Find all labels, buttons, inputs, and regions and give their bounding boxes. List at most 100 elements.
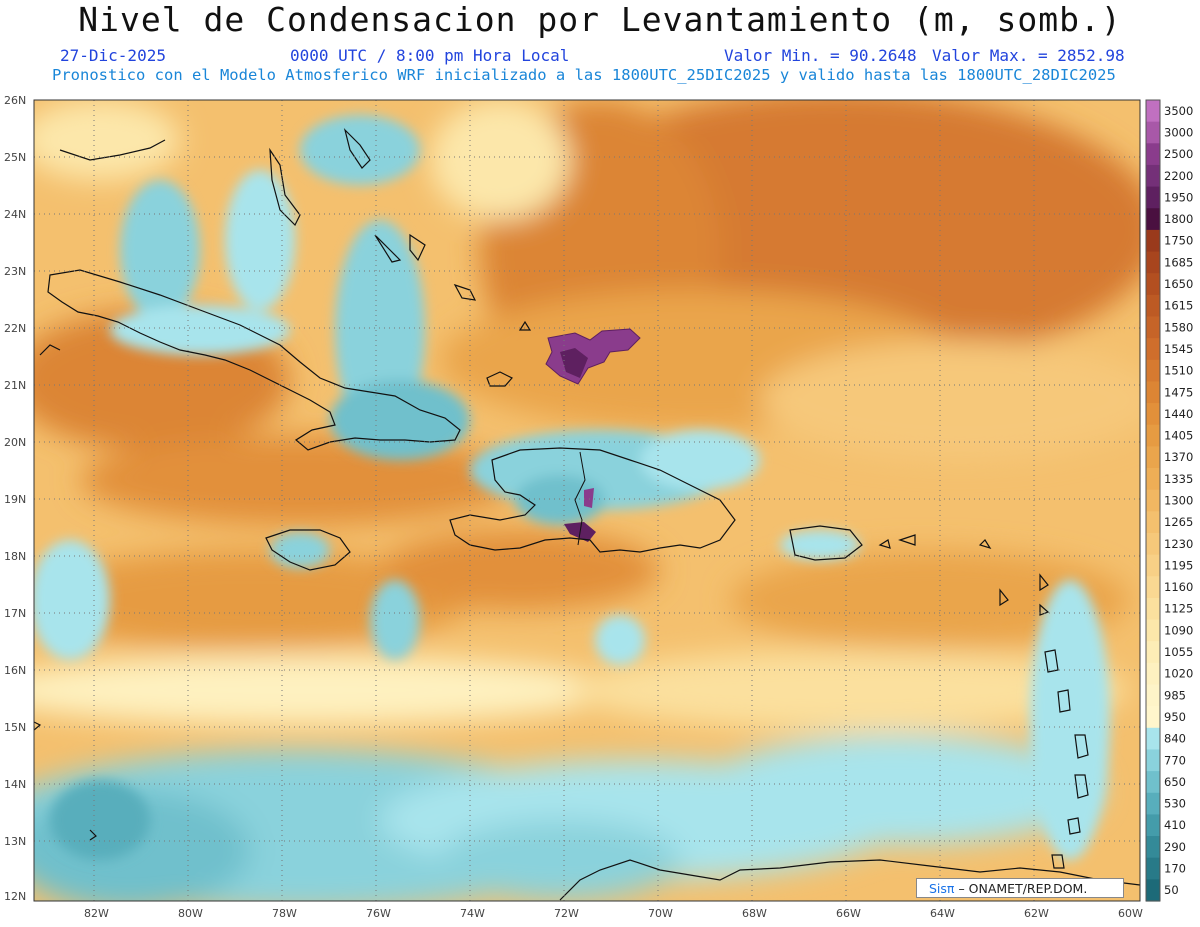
colorbar-label: 3000 xyxy=(1164,125,1193,139)
colorbar-swatch xyxy=(1146,554,1160,577)
colorbar-label: 1020 xyxy=(1164,667,1193,681)
lon-label: 82W xyxy=(84,907,109,920)
colorbar-label: 410 xyxy=(1164,818,1186,832)
colorbar-label: 1405 xyxy=(1164,429,1193,443)
colorbar-label: 1125 xyxy=(1164,602,1193,616)
colorbar-label: 1440 xyxy=(1164,407,1193,421)
colorbar-label: 1230 xyxy=(1164,537,1193,551)
colorbar-label: 1300 xyxy=(1164,494,1193,508)
colorbar-swatch xyxy=(1146,121,1160,144)
colorbar-swatch xyxy=(1146,857,1160,880)
lon-label: 68W xyxy=(742,907,767,920)
colorbar-swatch xyxy=(1146,164,1160,188)
colorbar-swatch xyxy=(1146,208,1160,231)
colorbar-swatch xyxy=(1146,771,1160,794)
lat-label: 21N xyxy=(4,379,26,392)
colorbar-swatch xyxy=(1146,597,1160,621)
colorbar-swatch xyxy=(1146,727,1160,751)
colorbar: 3500 3000 2500 2200 1950 1800 1750 1685 1650 1615… xyxy=(1145,99,1193,902)
sispi-logo: Sisπ xyxy=(929,881,955,896)
lon-label: 62W xyxy=(1024,907,1049,920)
colorbar-swatch xyxy=(1146,229,1160,253)
gridlines xyxy=(34,100,1140,901)
lat-label: 17N xyxy=(4,607,26,620)
colorbar-frame xyxy=(1145,99,1161,902)
credit-org: – ONAMET/REP.DOM. xyxy=(958,881,1088,896)
colorbar-swatch xyxy=(1146,273,1160,296)
lat-labels: 26N 25N 24N 23N 22N 21N 20N 19N 18N 17N … xyxy=(4,94,26,903)
colorbar-swatch xyxy=(1146,706,1160,729)
lon-label: 76W xyxy=(366,907,391,920)
colorbar-swatch xyxy=(1146,100,1160,123)
colorbar-label: 50 xyxy=(1164,883,1179,897)
max-value: Valor Max. = 2852.98 xyxy=(932,46,1125,65)
lat-label: 23N xyxy=(4,265,26,278)
colorbar-label: 1685 xyxy=(1164,255,1193,269)
colorbar-label: 1950 xyxy=(1164,190,1193,204)
colorbar-label: 1510 xyxy=(1164,364,1193,378)
colorbar-label: 290 xyxy=(1164,840,1186,854)
colorbar-swatch xyxy=(1146,186,1160,209)
colorbar-label: 1800 xyxy=(1164,212,1193,226)
credit-box: Sisπ – ONAMET/REP.DOM. xyxy=(916,878,1124,898)
colorbar-swatch xyxy=(1146,468,1160,491)
lat-label: 19N xyxy=(4,493,26,506)
colorbar-label: 1055 xyxy=(1164,645,1193,659)
forecast-date: 27-Dic-2025 xyxy=(60,46,166,65)
colorbar-swatch xyxy=(1146,792,1160,816)
lat-label: 18N xyxy=(4,550,26,563)
colorbar-label: 2200 xyxy=(1164,169,1193,183)
colorbar-label: 770 xyxy=(1164,753,1186,767)
colorbar-swatch xyxy=(1146,294,1160,318)
colorbar-label: 1580 xyxy=(1164,320,1193,334)
lat-label: 12N xyxy=(4,890,26,903)
colorbar-label: 1335 xyxy=(1164,472,1193,486)
colorbar-label: 1265 xyxy=(1164,515,1193,529)
colorbar-label: 1370 xyxy=(1164,450,1193,464)
colorbar-swatch xyxy=(1146,381,1160,404)
lon-label: 64W xyxy=(930,907,955,920)
lat-label: 15N xyxy=(4,721,26,734)
lon-label: 70W xyxy=(648,907,673,920)
colorbar-label: 985 xyxy=(1164,688,1186,702)
colorbar-swatch xyxy=(1146,489,1160,512)
colorbar-swatch xyxy=(1146,251,1160,274)
colorbar-label: 1475 xyxy=(1164,385,1193,399)
colorbar-label: 1650 xyxy=(1164,277,1193,291)
lat-label: 26N xyxy=(4,94,26,107)
lon-label: 72W xyxy=(554,907,579,920)
colorbar-label: 840 xyxy=(1164,732,1186,746)
colorbar-swatch xyxy=(1146,749,1160,772)
colorbar-label: 2500 xyxy=(1164,147,1193,161)
colorbar-label: 170 xyxy=(1164,862,1186,876)
colorbar-label: 950 xyxy=(1164,710,1186,724)
lon-label: 60W xyxy=(1118,907,1143,920)
colorbar-swatch xyxy=(1146,446,1160,469)
colorbar-label: 650 xyxy=(1164,775,1186,789)
colorbar-swatch xyxy=(1146,641,1160,664)
lon-label: 78W xyxy=(272,907,297,920)
colorbar-swatch xyxy=(1146,662,1160,686)
lon-label: 66W xyxy=(836,907,861,920)
lat-label: 13N xyxy=(4,835,26,848)
colorbar-swatch xyxy=(1146,684,1160,707)
colorbar-swatch xyxy=(1146,576,1160,599)
colorbar-label: 1545 xyxy=(1164,342,1193,356)
colorbar-label: 1195 xyxy=(1164,558,1193,572)
forecast-time: 0000 UTC / 8:00 pm Hora Local xyxy=(290,46,570,65)
colorbar-label: 1160 xyxy=(1164,580,1193,594)
colorbar-swatch xyxy=(1146,879,1160,902)
colorbar-swatch xyxy=(1146,338,1160,361)
lon-label: 80W xyxy=(178,907,203,920)
colorbar-swatch xyxy=(1146,619,1160,642)
colorbar-swatch xyxy=(1146,316,1160,339)
colorbar-label: 1750 xyxy=(1164,234,1193,248)
map-title: Nivel de Condensacion por Levantamiento … xyxy=(78,0,1122,39)
lat-label: 24N xyxy=(4,208,26,221)
colorbar-label: 1090 xyxy=(1164,623,1193,637)
lcl-field xyxy=(34,100,1140,901)
lat-label: 16N xyxy=(4,664,26,677)
colorbar-swatch xyxy=(1146,836,1160,859)
lon-labels: 82W 80W 78W 76W 74W 72W 70W 68W 66W 64W … xyxy=(84,907,1143,920)
